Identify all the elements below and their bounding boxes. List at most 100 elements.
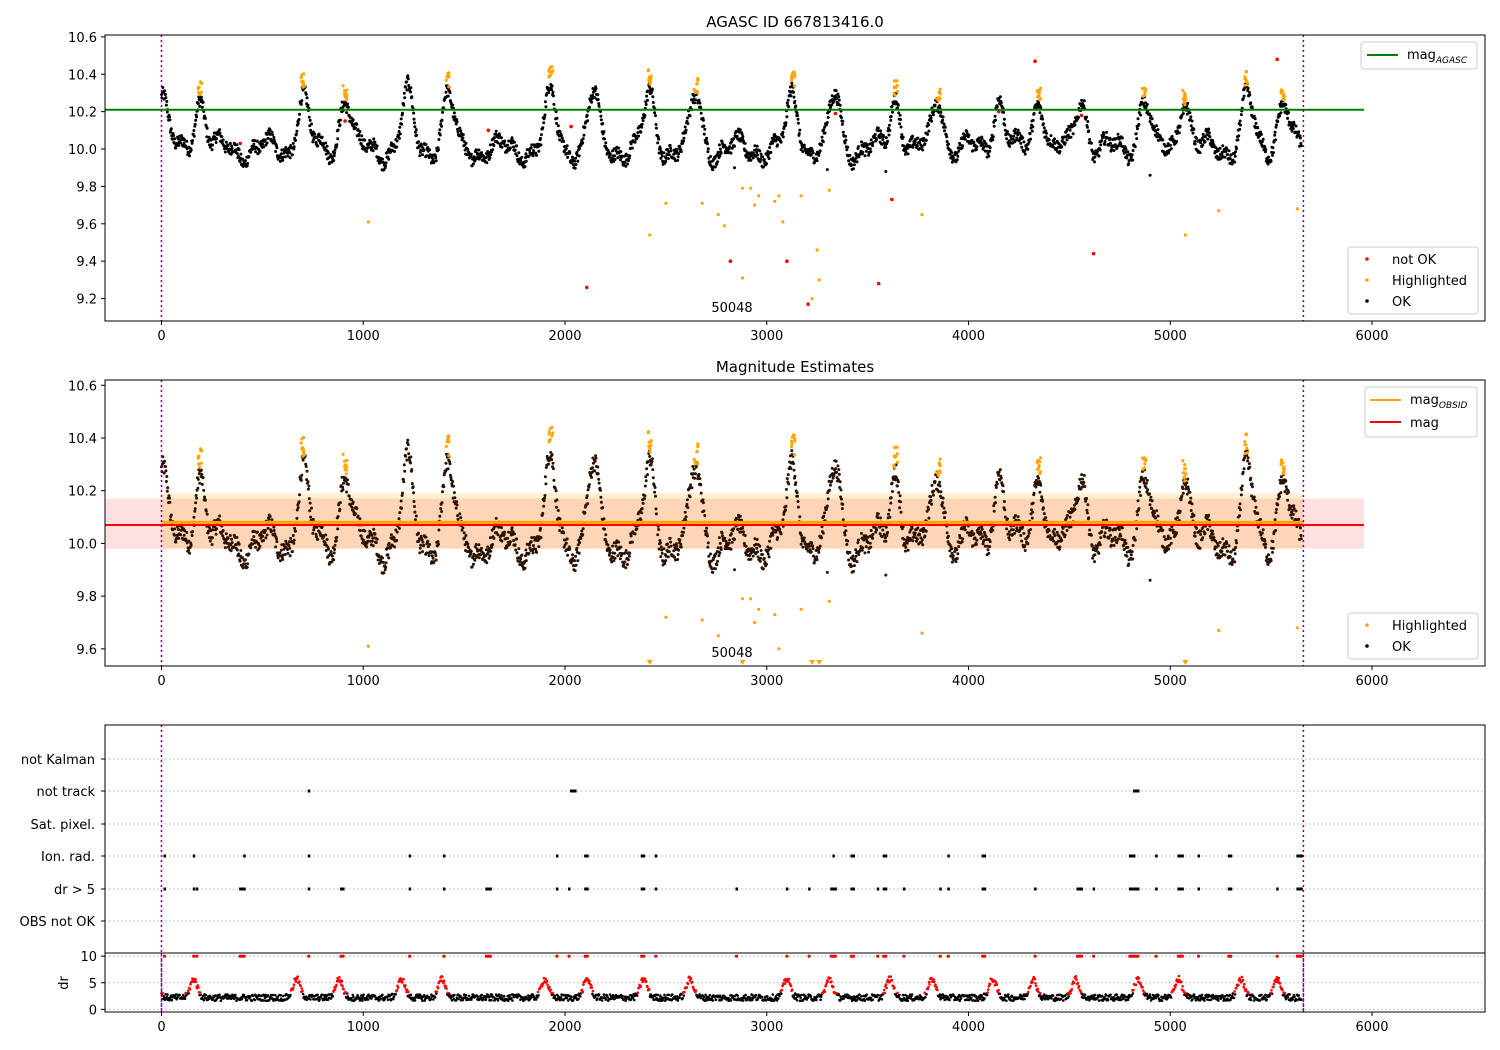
ok-point [1112, 544, 1116, 547]
ok-point [758, 544, 762, 548]
ok-point [304, 92, 308, 96]
highlighted-point [648, 82, 652, 86]
ok-point [949, 554, 953, 558]
ok-point [1039, 106, 1043, 110]
ok-point [881, 528, 885, 532]
ok-point [360, 134, 364, 138]
ok-point [560, 136, 564, 140]
ok-point [428, 148, 432, 152]
ok-point [608, 548, 612, 552]
ok-point [488, 143, 492, 147]
ok-point [965, 131, 969, 135]
ok-point [409, 455, 413, 459]
ok-point [491, 543, 495, 546]
ok-point [413, 510, 417, 514]
ok-point [189, 543, 193, 547]
ok-point [945, 531, 949, 535]
ok-point [1044, 129, 1048, 133]
ok-point [627, 156, 631, 160]
ok-point [523, 165, 527, 169]
ok-point [1016, 128, 1020, 132]
ok-point [393, 545, 396, 549]
ok-point [796, 500, 800, 503]
ok-point [314, 532, 318, 536]
ok-point [898, 113, 902, 117]
ok-point [899, 510, 903, 514]
ok-point [325, 538, 329, 541]
ok-point [1003, 508, 1007, 512]
ok-point [1073, 507, 1077, 511]
ok-point [437, 148, 440, 152]
ok-point [335, 143, 339, 147]
panel-magnitude-estimates: Magnitude Estimates 0 1000 2000 3000 4000 500… [68, 358, 1486, 689]
ok-point [510, 136, 514, 140]
ok-point [776, 536, 780, 540]
ok-point [332, 551, 336, 555]
ok-point [988, 540, 992, 544]
ok-point [395, 145, 399, 149]
ok-point [199, 95, 203, 99]
ok-point [730, 146, 734, 150]
ok-point [611, 544, 614, 548]
ok-point [577, 551, 581, 555]
ok-point [1083, 485, 1087, 488]
ok-point [887, 133, 891, 137]
ok-point [793, 99, 797, 103]
ok-point [601, 506, 605, 510]
ok-point [861, 546, 865, 550]
ok-point [434, 554, 438, 558]
ok-point [856, 541, 860, 545]
ok-point [543, 496, 546, 500]
ok-point [954, 560, 958, 564]
ok-point [421, 153, 424, 157]
not-ok-point [876, 281, 881, 286]
ok-point [1109, 148, 1113, 152]
ok-point [315, 525, 319, 529]
ok-point [825, 504, 829, 508]
ok-point [718, 154, 722, 158]
highlighted-point [1183, 91, 1187, 95]
ok-point [761, 567, 765, 571]
ok-point [172, 134, 175, 138]
not-ok-point [1033, 59, 1037, 63]
ok-point [1136, 117, 1140, 121]
ok-point [787, 105, 791, 109]
ok-point [980, 527, 984, 531]
highlighted-point [781, 220, 785, 224]
ok-point [292, 541, 296, 545]
ok-point [992, 509, 996, 513]
ok-point [1203, 140, 1207, 144]
ok-point [676, 553, 680, 556]
ok-point [705, 534, 709, 538]
ok-point [681, 534, 685, 537]
ok-point [461, 526, 465, 530]
ok-point [641, 119, 645, 123]
ok-point [796, 494, 799, 498]
ok-point [701, 501, 705, 505]
ok-point [599, 118, 603, 122]
ok-point [886, 530, 890, 534]
ok-point [938, 484, 942, 488]
ok-point [1127, 562, 1131, 566]
ok-point [709, 155, 712, 158]
ok-point [626, 159, 630, 163]
ok-point [397, 130, 401, 133]
ok-point [439, 507, 443, 511]
ok-point [931, 493, 935, 497]
ok-point [241, 556, 245, 560]
ok-point [268, 128, 272, 132]
ok-point [543, 475, 547, 479]
ok-point [1031, 125, 1035, 129]
ok-point [1190, 119, 1194, 123]
ok-point [535, 550, 539, 554]
ok-point [645, 467, 649, 471]
ok-point [797, 132, 801, 135]
ok-point [1145, 102, 1149, 106]
ok-point [620, 154, 624, 158]
ok-point [1089, 141, 1093, 145]
ok-point [599, 495, 603, 499]
highlighted-point [197, 85, 201, 89]
ok-point [524, 159, 528, 163]
highlighted-point [1183, 103, 1187, 107]
ok-point [868, 147, 872, 151]
